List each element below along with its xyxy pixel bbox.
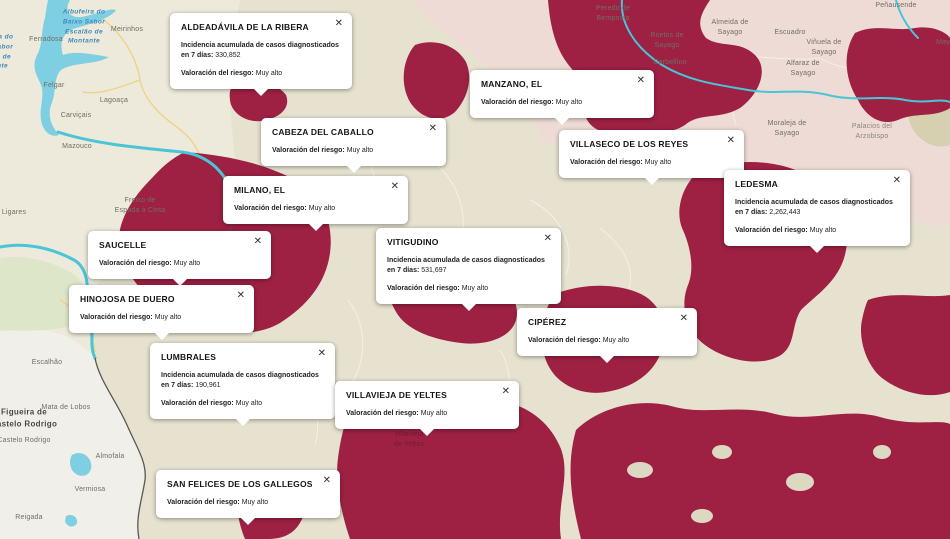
close-icon[interactable]: ✕ — [334, 18, 343, 29]
popup-san-felices-de-los-gallegos: ✕ SAN FELICES DE LOS GALLEGOS Valoración… — [156, 470, 340, 525]
popup-risk: Valoración del riesgo: Muy alto — [735, 226, 837, 234]
popup-risk: Valoración del riesgo: Muy alto — [387, 284, 489, 292]
popup-title: VILLAVIEJA DE YELTES — [346, 390, 447, 400]
close-icon[interactable]: ✕ — [501, 386, 510, 397]
popup-risk: Valoración del riesgo: Muy alto — [272, 146, 374, 154]
close-icon[interactable]: ✕ — [253, 236, 262, 247]
popup-villaseco-de-los-reyes: ✕ VILLASECO DE LOS REYES Valoración del … — [559, 130, 744, 185]
popup-ledesma: ✕ LEDESMA Incidencia acumulada de casos … — [724, 170, 910, 254]
popup-title: LEDESMA — [735, 179, 778, 189]
popup-aldeadavila-de-la-ribera: ✕ ALDEADÁVILA DE LA RIBERA Incidencia ac… — [170, 13, 352, 97]
popup-title: VITIGUDINO — [387, 237, 439, 247]
close-icon[interactable]: ✕ — [428, 123, 437, 134]
popup-hinojosa-de-duero: ✕ HINOJOSA DE DUERO Valoración del riesg… — [69, 285, 254, 340]
close-icon[interactable]: ✕ — [236, 290, 245, 301]
popup-risk: Valoración del riesgo: Muy alto — [161, 399, 263, 407]
popup-risk: Valoración del riesgo: Muy alto — [99, 259, 201, 267]
popup-villavieja-de-yeltes: ✕ VILLAVIEJA DE YELTES Valoración del ri… — [335, 381, 519, 436]
close-icon[interactable]: ✕ — [679, 313, 688, 324]
popup-title: SAUCELLE — [99, 240, 147, 250]
popup-title: LUMBRALES — [161, 352, 217, 362]
popup-title: VILLASECO DE LOS REYES — [570, 139, 689, 149]
rivers — [0, 0, 950, 360]
popup-risk: Valoración del riesgo: Muy alto — [346, 409, 448, 417]
close-icon[interactable]: ✕ — [543, 233, 552, 244]
popup-title: ALDEADÁVILA DE LA RIBERA — [181, 22, 309, 32]
popup-incidence: Incidencia acumulada de casos diagnostic… — [181, 41, 339, 59]
popup-title: MILANO, EL — [234, 185, 286, 195]
close-icon[interactable]: ✕ — [726, 135, 735, 146]
popup-risk: Valoración del riesgo: Muy alto — [181, 69, 283, 77]
popup-title: CIPÉREZ — [528, 317, 567, 327]
popup-risk: Valoración del riesgo: Muy alto — [167, 498, 269, 506]
popup-risk: Valoración del riesgo: Muy alto — [528, 336, 630, 344]
popup-title: MANZANO, EL — [481, 79, 543, 89]
popup-lumbrales: ✕ LUMBRALES Incidencia acumulada de caso… — [150, 343, 335, 427]
popup-vitigudino: ✕ VITIGUDINO Incidencia acumulada de cas… — [376, 228, 561, 312]
popup-title: HINOJOSA DE DUERO — [80, 294, 175, 304]
popup-saucelle: ✕ SAUCELLE Valoración del riesgo: Muy al… — [88, 231, 271, 286]
popup-risk: Valoración del riesgo: Muy alto — [80, 313, 182, 321]
popup-incidence: Incidencia acumulada de casos diagnostic… — [735, 198, 893, 216]
region-green-patch — [0, 256, 88, 331]
popup-title: SAN FELICES DE LOS GALLEGOS — [167, 479, 313, 489]
popup-risk: Valoración del riesgo: Muy alto — [570, 158, 672, 166]
popup-risk: Valoración del riesgo: Muy alto — [481, 98, 583, 106]
close-icon[interactable]: ✕ — [322, 475, 331, 486]
popup-manzano-el: ✕ MANZANO, EL Valoración del riesgo: Muy… — [470, 70, 654, 125]
popup-incidence: Incidencia acumulada de casos diagnostic… — [161, 371, 319, 389]
popup-cabeza-del-caballo: ✕ CABEZA DEL CABALLO Valoración del ries… — [261, 118, 446, 173]
region-portugal-south — [0, 329, 146, 539]
close-icon[interactable]: ✕ — [636, 75, 645, 86]
water-bodies — [34, 0, 116, 527]
popup-risk: Valoración del riesgo: Muy alto — [234, 204, 336, 212]
close-icon[interactable]: ✕ — [390, 181, 399, 192]
close-icon[interactable]: ✕ — [317, 348, 326, 359]
close-icon[interactable]: ✕ — [892, 175, 901, 186]
popup-incidence: Incidencia acumulada de casos diagnostic… — [387, 256, 545, 274]
popup-title: CABEZA DEL CABALLO — [272, 127, 374, 137]
popup-ciperez: ✕ CIPÉREZ Valoración del riesgo: Muy alt… — [517, 308, 697, 363]
popup-milano-el: ✕ MILANO, EL Valoración del riesgo: Muy … — [223, 176, 408, 231]
